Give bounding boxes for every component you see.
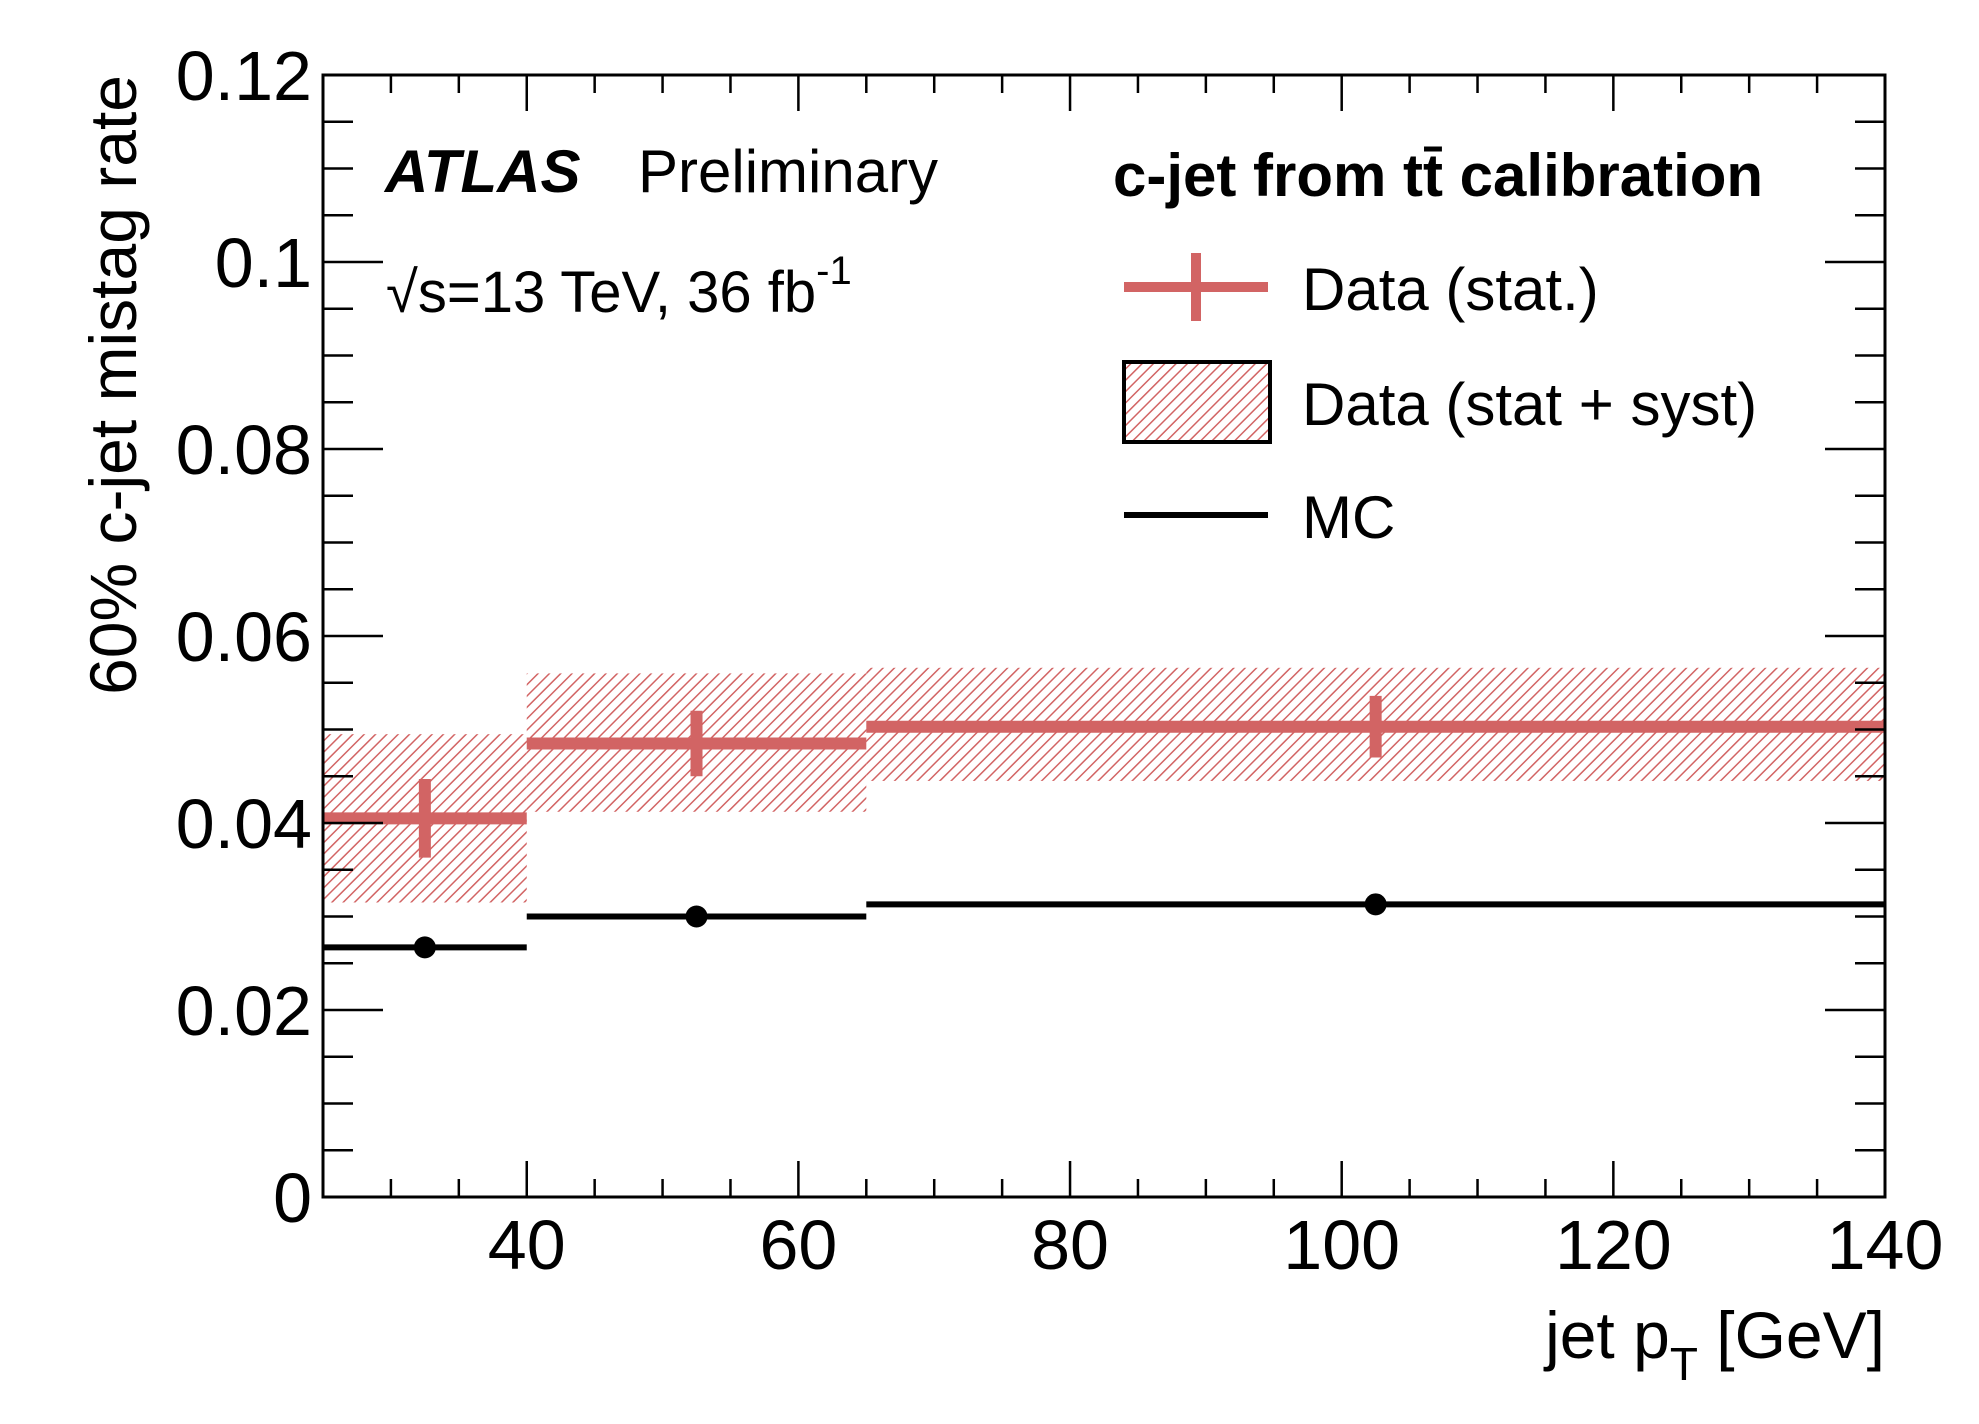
legend-label-data-syst: Data (stat + syst) bbox=[1302, 371, 1757, 438]
y-tick-label-6: 0.12 bbox=[176, 37, 312, 115]
legend-swatch-data-syst bbox=[1122, 360, 1272, 444]
plot-frame bbox=[321, 73, 1887, 1199]
legend-item-mc: MC bbox=[1124, 484, 1395, 551]
legend-item-data-stat: Data (stat.) bbox=[1124, 253, 1599, 323]
data-layer bbox=[323, 695, 1885, 858]
energy-lumi-text: √s=13 TeV, 36 fb-1 bbox=[386, 249, 852, 325]
y-tick-label-4: 0.08 bbox=[176, 411, 312, 489]
x-axis-title: jet pT [GeV] bbox=[1543, 1298, 1885, 1390]
x-tick-label-3: 100 bbox=[1283, 1206, 1400, 1284]
legend: Data (stat.) Data (stat + syst) MC bbox=[1122, 253, 1757, 551]
legend-label-data-stat: Data (stat.) bbox=[1302, 256, 1599, 323]
mc-point-bin-1 bbox=[685, 905, 708, 928]
axis-ticks bbox=[323, 73, 1887, 1199]
y-tick-label-0: 0 bbox=[273, 1159, 312, 1237]
x-tick-label-2: 80 bbox=[1031, 1206, 1109, 1284]
mc-layer bbox=[323, 893, 1885, 959]
mc-point-bin-0 bbox=[413, 936, 436, 959]
x-tick-label-5: 140 bbox=[1827, 1206, 1944, 1284]
y-tick-label-5: 0.1 bbox=[215, 224, 312, 302]
axis-tick-labels: 40 60 80 100 120 140 0 0.02 0.04 0.06 0.08 0.1 0.12 bbox=[176, 37, 1944, 1284]
atlas-label: ATLAS Preliminary bbox=[383, 138, 938, 205]
y-tick-label-3: 0.06 bbox=[176, 598, 312, 676]
x-tick-label-0: 40 bbox=[488, 1206, 566, 1284]
preliminary-text: Preliminary bbox=[638, 138, 938, 205]
x-tick-label-4: 120 bbox=[1555, 1206, 1672, 1284]
legend-label-mc: MC bbox=[1302, 484, 1395, 551]
mc-point-bin-2 bbox=[1364, 893, 1387, 916]
legend-item-data-syst: Data (stat + syst) bbox=[1122, 360, 1757, 444]
y-tick-label-2: 0.04 bbox=[176, 785, 312, 863]
y-axis-title: 60% c-jet mistag rate bbox=[76, 75, 150, 695]
atlas-text: ATLAS bbox=[383, 138, 581, 205]
syst-band-layer bbox=[323, 667, 1885, 903]
x-tick-label-1: 60 bbox=[759, 1206, 837, 1284]
calibration-title: c-jet from tt̄ calibration bbox=[1113, 142, 1763, 209]
y-tick-label-1: 0.02 bbox=[176, 972, 312, 1050]
